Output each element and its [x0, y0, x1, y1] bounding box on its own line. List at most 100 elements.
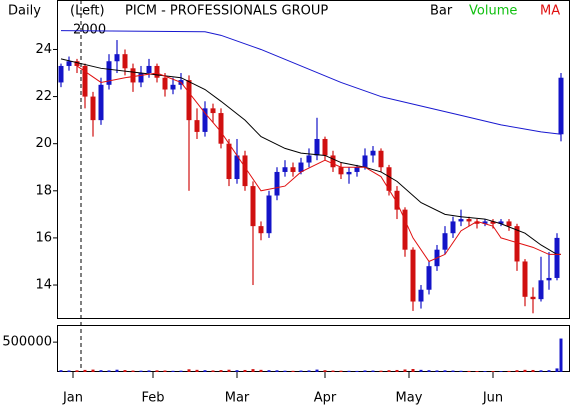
candle-body — [282, 167, 288, 172]
candle-body — [466, 219, 472, 222]
candle-body — [514, 226, 520, 262]
volume-bar — [339, 370, 343, 372]
volume-bar — [211, 370, 215, 372]
volume-bar — [195, 369, 199, 372]
candle-body — [74, 61, 80, 66]
candle-body — [386, 167, 392, 191]
volume-bar — [435, 370, 439, 372]
candle-body — [354, 167, 360, 172]
candle-body — [298, 162, 304, 172]
volume-bar — [403, 369, 407, 372]
volume-bar — [307, 370, 311, 372]
volume-bar — [275, 370, 279, 372]
volume-bar — [83, 369, 87, 372]
volume-bar — [467, 370, 471, 372]
candle-body — [290, 167, 296, 172]
candle-body — [154, 65, 160, 78]
volume-bar — [555, 368, 559, 372]
candle-body — [138, 73, 144, 83]
volume-bar — [427, 370, 431, 372]
x-tick-label: May — [396, 391, 423, 406]
volume-bar — [75, 370, 79, 372]
volume-bar — [139, 370, 143, 372]
price-panel — [57, 0, 570, 319]
moving-average — [60, 30, 562, 135]
candle-body — [530, 296, 536, 300]
x-tick-label: Feb — [141, 391, 164, 406]
volume-bar — [483, 371, 487, 372]
volume-bar — [123, 370, 127, 372]
candle-body — [66, 61, 72, 66]
volume-bar — [251, 369, 255, 372]
vol-tick-label: 500000 — [2, 335, 52, 350]
candle-body — [162, 77, 168, 90]
volume-bar — [331, 370, 335, 372]
marker-label: (Left) — [70, 4, 105, 19]
volume-bar — [163, 370, 167, 372]
x-tick-label: Apr — [314, 391, 337, 406]
volume-bar — [107, 370, 111, 372]
candle-body — [370, 150, 376, 156]
volume-bar — [179, 370, 183, 372]
volume-bar — [323, 370, 327, 372]
candle-body — [554, 237, 560, 278]
candle-body — [322, 138, 328, 156]
y-tick-label: 22 — [35, 89, 52, 104]
volume-bar — [451, 370, 455, 372]
volume-bar — [99, 370, 103, 372]
volume-bar — [491, 371, 495, 372]
volume-panel — [57, 325, 570, 372]
candle-body — [442, 233, 448, 250]
candle-body — [218, 113, 224, 144]
candle-body — [274, 171, 280, 196]
chart-title: PICM - PROFESSIONALS GROUP — [125, 4, 328, 19]
volume-bar — [531, 369, 535, 372]
candle-body — [306, 155, 312, 163]
candle-body — [378, 150, 384, 168]
candle-body — [346, 171, 352, 175]
volume-bar — [147, 370, 151, 372]
x-tick-label: Jan — [62, 391, 83, 406]
volume-bar — [267, 370, 271, 372]
candle-body — [506, 221, 512, 227]
x-tick-label: Jun — [482, 391, 503, 406]
volume-bar — [67, 370, 71, 372]
candle-body — [122, 54, 128, 69]
volume-bar — [523, 369, 527, 372]
volume-bar — [91, 369, 95, 372]
candle-body — [202, 108, 208, 132]
candle-body — [194, 120, 200, 132]
volume-bar — [507, 370, 511, 372]
candle-body — [330, 155, 336, 168]
candle-body — [450, 221, 456, 234]
volume-bar — [559, 338, 563, 372]
candle-body — [498, 221, 504, 224]
candle-body — [474, 221, 480, 224]
candle-body — [394, 190, 400, 210]
volume-bar — [315, 369, 319, 372]
y-tick-label: 18 — [35, 183, 52, 198]
volume-bar — [115, 369, 119, 372]
y-tick-label: 16 — [35, 230, 52, 245]
y-tick-label: 20 — [35, 136, 52, 151]
volume-bar — [371, 370, 375, 372]
candle-body — [522, 261, 528, 297]
candle-body — [114, 54, 120, 62]
candle-body — [58, 65, 64, 83]
volume-bar — [227, 369, 231, 372]
volume-bar — [155, 370, 159, 372]
volume-bar — [443, 370, 447, 372]
y-tick-label: 24 — [35, 42, 52, 57]
candle-body — [90, 96, 96, 121]
volume-bar — [515, 370, 519, 372]
legend-item: MA — [540, 4, 560, 19]
legend-item: Volume — [469, 4, 517, 19]
candle-body — [226, 143, 232, 180]
candle-body — [314, 138, 320, 156]
candle-body — [546, 277, 552, 281]
period: Daily — [8, 4, 41, 19]
volume-bar — [419, 369, 423, 372]
volume-bar — [355, 370, 359, 372]
candle-body — [146, 65, 152, 74]
volume-bar — [459, 370, 463, 372]
